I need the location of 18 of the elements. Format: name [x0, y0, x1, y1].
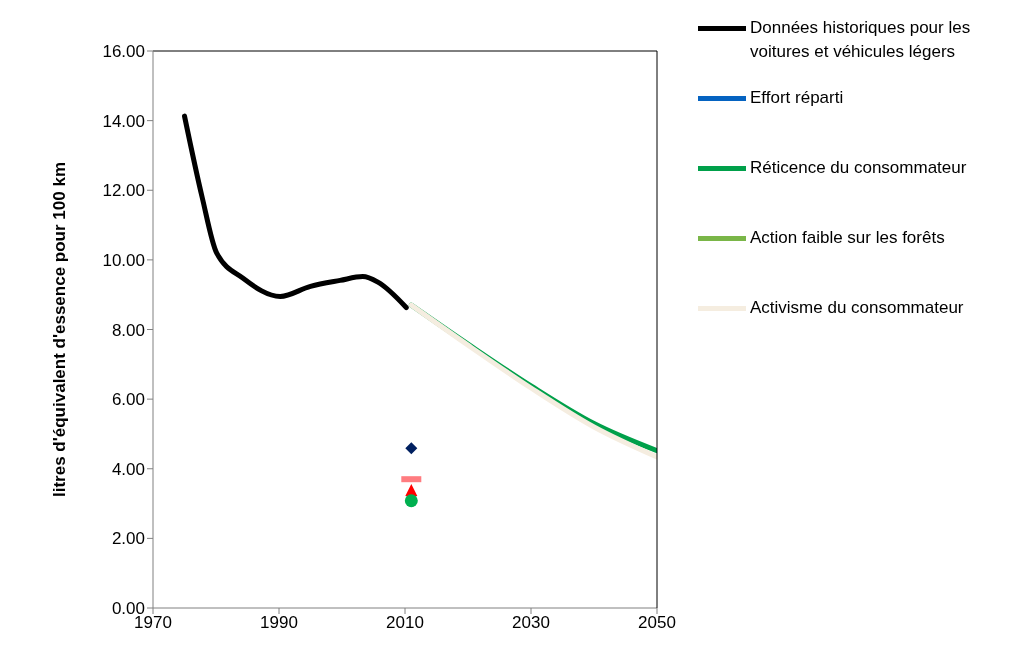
legend-label: Données historiques pour les voitures et véhicules légers [750, 17, 972, 63]
y-tick-label: 10.00 [102, 250, 145, 270]
y-tick-label: 2.00 [111, 529, 145, 549]
y-axis-title: litres d'équivalent d'essence pour 100 km [50, 162, 70, 497]
y-tick-label: 8.00 [111, 320, 145, 340]
y-tick-label: 12.00 [102, 181, 145, 201]
legend-label: Activisme du consommateur [750, 297, 964, 319]
legend-label: Action faible sur les forêts [750, 227, 945, 249]
x-tick-label: 1990 [260, 613, 298, 633]
x-tick-label: 2010 [386, 613, 424, 633]
y-tick-label: 4.00 [111, 459, 145, 479]
x-tick-label: 2030 [512, 613, 550, 633]
y-tick-label: 14.00 [102, 111, 145, 131]
legend-label: Effort réparti [750, 87, 844, 109]
x-tick-label: 2050 [638, 613, 676, 633]
legend-label: Réticence du consommateur [750, 157, 967, 179]
y-tick-label: 16.00 [102, 42, 145, 62]
y-tick-label: 6.00 [111, 390, 145, 410]
